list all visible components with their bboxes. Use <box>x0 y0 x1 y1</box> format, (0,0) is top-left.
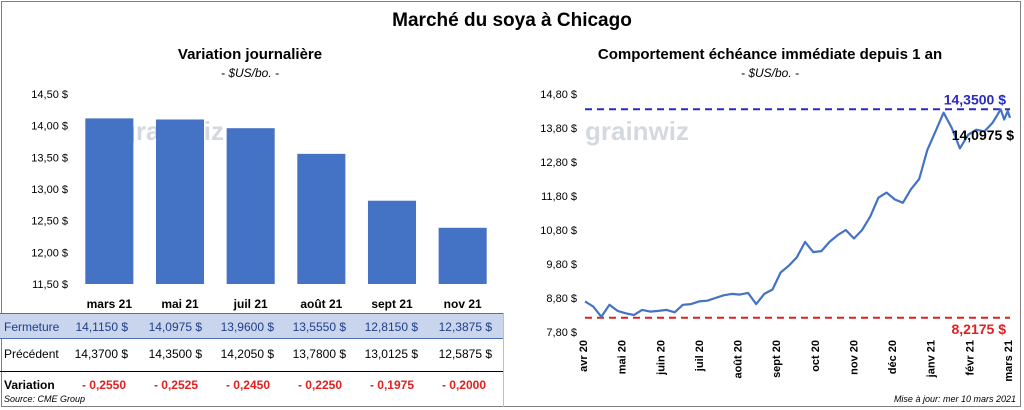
bar <box>85 118 134 284</box>
update-note: Mise à jour: mer 10 mars 2021 <box>893 394 1016 404</box>
table-row-previous: Précédent 14,3700 $ 14,3500 $ 14,2050 $ … <box>0 343 503 365</box>
x-tick-label: janv 21 <box>926 340 938 378</box>
x-tick-label: juil 21 <box>233 297 268 311</box>
left-chart-title: Variation journalière <box>177 46 323 63</box>
left-chart-unit: - $US/bo. - <box>220 66 280 80</box>
bar <box>438 227 487 284</box>
row-label: Variation <box>4 378 55 392</box>
bar <box>297 153 346 284</box>
divider <box>503 313 504 407</box>
table-cell: 12,8150 $ <box>364 320 418 334</box>
table-cell: - 0,2250 <box>297 378 343 392</box>
y-tick-label: 13,80 $ <box>540 123 577 135</box>
last-value-label: 14,0975 $ <box>952 127 1014 143</box>
y-tick-label: 9,80 $ <box>546 259 577 271</box>
main-title: Marché du soya à Chicago <box>392 10 632 31</box>
y-tick-label: 8,80 $ <box>546 293 577 305</box>
bar <box>226 128 275 284</box>
y-tick-label: 12,80 $ <box>540 157 577 169</box>
bar <box>155 119 205 284</box>
x-tick-label: sept 20 <box>771 340 783 378</box>
table-cell: 12,5875 $ <box>438 347 492 361</box>
table-cell: - 0,2525 <box>153 378 199 392</box>
bar-chart: grainwiz11,50 $12,00 $12,50 $13,00 $13,5… <box>31 89 487 311</box>
y-tick-label: 12,50 $ <box>31 216 68 228</box>
table-cell: - 0,2000 <box>441 378 487 392</box>
table-cell: 13,7800 $ <box>292 347 346 361</box>
row-label: Précédent <box>4 347 59 361</box>
x-tick-label: déc 20 <box>887 340 899 374</box>
right-chart-title: Comportement échéance immédiate depuis 1… <box>597 46 943 63</box>
table-cell: 14,3500 $ <box>148 347 202 361</box>
line-chart: grainwiz 7,80 $ 8,80 $ 9,80 $ 10,80 $ 11,80 $… <box>540 89 1015 382</box>
x-tick-label: mai 20 <box>617 340 629 374</box>
x-tick-label: avr 20 <box>578 340 590 372</box>
x-tick-label: mars 21 <box>1003 340 1015 382</box>
y-tick-label: 14,50 $ <box>31 89 68 101</box>
x-tick-label: nov 21 <box>444 297 482 311</box>
y-tick-label: 11,80 $ <box>541 191 577 203</box>
table-cell: 14,1150 $ <box>75 320 129 334</box>
table-cell: 14,3700 $ <box>74 347 128 361</box>
table-cell: 13,0125 $ <box>364 347 418 361</box>
x-tick-label: août 21 <box>300 297 342 311</box>
table-cell: 13,5550 $ <box>292 320 346 334</box>
x-tick-label: août 20 <box>733 340 745 379</box>
x-tick-label: juin 20 <box>655 340 667 376</box>
table-row-variation: Variation - 0,2550 - 0,2525 - 0,2450 - 0… <box>0 371 503 398</box>
x-tick-label: nov 20 <box>848 340 860 375</box>
bar <box>367 200 417 284</box>
reference-line-label: 14,3500 $ <box>944 91 1006 107</box>
price-line <box>584 108 1012 318</box>
table-cell: - 0,2450 <box>225 378 271 392</box>
y-tick-label: 12,00 $ <box>31 247 68 259</box>
y-tick-label: 14,00 $ <box>31 121 68 133</box>
watermark: grainwiz <box>585 116 689 146</box>
table-row-close: Fermeture 14,1150 $ 14,0975 $ 13,9600 $ … <box>0 313 503 339</box>
x-tick-label: mars 21 <box>87 297 133 311</box>
right-chart-unit: - $US/bo. - <box>740 66 800 80</box>
y-tick-label: 11,50 $ <box>32 279 68 291</box>
x-tick-label: sept 21 <box>371 297 413 311</box>
reference-line-label: 8,2175 $ <box>952 321 1007 337</box>
x-tick-label: mai 21 <box>161 297 199 311</box>
table-cell: 14,2050 $ <box>220 347 274 361</box>
y-tick-label: 7,80 $ <box>546 327 577 339</box>
x-tick-label: juil 20 <box>694 340 706 372</box>
y-tick-label: 10,80 $ <box>540 225 577 237</box>
x-tick-label: févr 21 <box>964 340 976 375</box>
table-cell: 12,3875 $ <box>438 320 492 334</box>
table-cell: - 0,2550 <box>81 378 127 392</box>
table-cell: 13,9600 $ <box>220 320 274 334</box>
x-tick-label: oct 20 <box>810 340 822 372</box>
source-note: Source: CME Group <box>4 394 86 404</box>
y-tick-label: 14,80 $ <box>540 89 577 101</box>
row-label: Fermeture <box>4 320 60 334</box>
table-cell: - 0,1975 <box>369 378 415 392</box>
y-tick-label: 13,00 $ <box>31 184 68 196</box>
table-cell: 14,0975 $ <box>148 320 202 334</box>
y-tick-label: 13,50 $ <box>31 152 68 164</box>
